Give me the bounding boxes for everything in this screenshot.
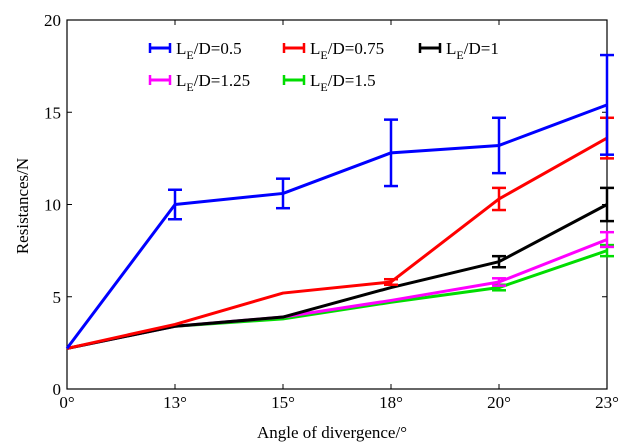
series-line (66, 136, 608, 350)
x-tick-label: 23° (595, 393, 619, 412)
legend-label: LE/D=1.5 (310, 71, 376, 94)
legend-item-2: LE/D=0.75 (282, 39, 384, 62)
y-tick-label: 10 (44, 196, 61, 215)
legend-label: LE/D=1 (446, 39, 499, 62)
x-tick-label: 15° (271, 393, 295, 412)
y-tick-label: 20 (44, 11, 61, 30)
y-axis: 0 5 10 15 20 (44, 11, 607, 399)
series-2 (66, 116, 614, 350)
series-line (66, 249, 608, 350)
x-axis: 0° 13° 15° 18° 20° 23° (59, 20, 619, 412)
legend-label: LE/D=0.5 (176, 39, 242, 62)
x-tick-label: 20° (487, 393, 511, 412)
legend-label: LE/D=1.25 (176, 71, 250, 94)
legend-item-1: LE/D=0.5 (148, 39, 242, 62)
y-tick-label: 15 (44, 103, 61, 122)
series-layer (65, 53, 614, 350)
legend-item-5: LE/D=1.5 (282, 71, 376, 94)
y-tick-label: 0 (53, 380, 62, 399)
legend: LE/D=0.5 LE/D=0.75 LE/D=1 LE/D=1.25 LE/D=1.5 (148, 39, 499, 94)
series-3 (66, 186, 614, 350)
x-axis-label: Angle of divergence/° (257, 423, 407, 442)
y-axis-label: Resistances/N (13, 158, 32, 254)
series-1 (65, 53, 614, 350)
legend-item-3: LE/D=1 (418, 39, 499, 62)
series-line (66, 203, 608, 350)
x-tick-label: 13° (163, 393, 187, 412)
legend-label: LE/D=0.75 (310, 39, 384, 62)
series-line (65, 103, 608, 350)
x-tick-label: 0° (59, 393, 74, 412)
x-tick-label: 18° (379, 393, 403, 412)
legend-item-4: LE/D=1.25 (148, 71, 250, 94)
y-tick-label: 5 (53, 288, 62, 307)
